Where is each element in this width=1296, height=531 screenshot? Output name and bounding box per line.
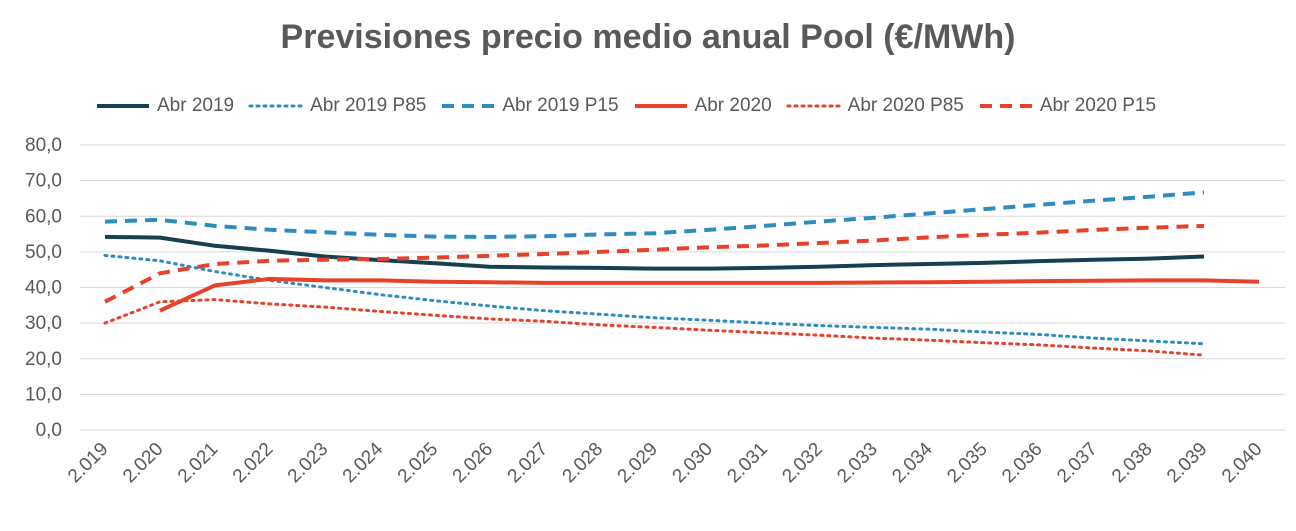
x-tick-label: 2.021 bbox=[174, 439, 222, 487]
y-tick-label: 0,0 bbox=[36, 420, 62, 441]
chart-legend: Abr 2019 Abr 2019 P85 Abr 2019 P15 Abr 2020… bbox=[95, 93, 1170, 119]
x-tick-label: 2.025 bbox=[394, 439, 442, 487]
x-tick-label: 2.035 bbox=[943, 439, 991, 487]
series-line-0 bbox=[104, 234, 1205, 271]
x-tick-label: 2.026 bbox=[449, 439, 497, 487]
legend-swatch bbox=[979, 104, 1032, 108]
x-tick-label: 2.032 bbox=[778, 439, 826, 487]
legend-item: Abr 2019 P15 bbox=[440, 95, 619, 117]
y-tick-label: 30,0 bbox=[25, 313, 62, 334]
chart-title: Previsiones precio medio anual Pool (€/M… bbox=[280, 18, 1016, 56]
series-line-1 bbox=[103, 253, 1206, 346]
x-tick-label: 2.040 bbox=[1218, 439, 1266, 487]
x-tick-label: 2.024 bbox=[339, 438, 388, 487]
legend-swatch bbox=[634, 104, 687, 108]
y-tick-label: 40,0 bbox=[25, 278, 62, 299]
legend-swatch bbox=[786, 104, 842, 108]
x-tick-label: 2.020 bbox=[119, 439, 167, 487]
legend-label: Abr 2019 bbox=[157, 95, 235, 116]
x-tick-label: 2.028 bbox=[559, 439, 607, 487]
legend-swatch bbox=[97, 104, 149, 108]
legend-label: Abr 2019 P85 bbox=[310, 95, 427, 116]
legend-swatch bbox=[248, 104, 304, 108]
x-tick-label: 2.019 bbox=[64, 439, 112, 487]
x-tick-label: 2.029 bbox=[614, 439, 662, 487]
x-tick-label: 2.022 bbox=[229, 439, 277, 487]
y-tick-label: 70,0 bbox=[25, 171, 62, 192]
x-tick-label: 2.037 bbox=[1053, 439, 1101, 487]
legend-label: Abr 2019 P15 bbox=[502, 95, 619, 116]
x-tick-label: 2.033 bbox=[833, 439, 881, 487]
legend-item: Abr 2020 bbox=[633, 95, 772, 117]
series-line-3 bbox=[159, 276, 1260, 313]
x-tick-label: 2.027 bbox=[504, 439, 552, 487]
series-line-4 bbox=[103, 298, 1206, 357]
y-tick-label: 20,0 bbox=[25, 349, 62, 370]
series-line-5 bbox=[104, 223, 1205, 304]
series-line-2 bbox=[104, 190, 1205, 239]
x-tick-label: 2.038 bbox=[1108, 439, 1156, 487]
x-tick-label: 2.036 bbox=[998, 439, 1046, 487]
y-tick-label: 80,0 bbox=[25, 135, 62, 156]
y-tick-label: 10,0 bbox=[25, 384, 62, 405]
legend-label: Abr 2020 bbox=[694, 95, 772, 116]
legend-item: Abr 2020 P15 bbox=[978, 95, 1156, 117]
legend-label: Abr 2020 P85 bbox=[847, 95, 964, 116]
x-tick-label: 2.039 bbox=[1163, 439, 1211, 487]
legend-item: Abr 2019 P85 bbox=[248, 95, 426, 117]
y-tick-label: 50,0 bbox=[25, 242, 62, 263]
legend-item: Abr 2020 P85 bbox=[786, 95, 964, 117]
x-tick-label: 2.031 bbox=[723, 439, 771, 487]
x-tick-label: 2.030 bbox=[669, 439, 717, 487]
y-tick-label: 60,0 bbox=[25, 206, 62, 227]
x-tick-label: 2.023 bbox=[284, 439, 332, 487]
legend-swatch bbox=[442, 104, 495, 108]
legend-label: Abr 2020 P15 bbox=[1039, 95, 1157, 116]
x-tick-label: 2.034 bbox=[888, 438, 937, 487]
legend-item: Abr 2019 bbox=[95, 95, 234, 117]
